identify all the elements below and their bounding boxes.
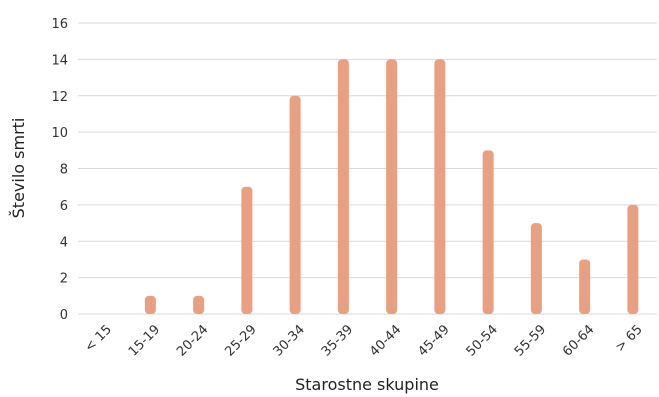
- y-tick-label: 16: [51, 17, 68, 32]
- bar: [337, 59, 349, 314]
- bars: [144, 59, 639, 314]
- x-tick-label: 40-44: [367, 322, 404, 359]
- x-tick-label: 45-49: [415, 322, 452, 359]
- x-tick-label: 50-54: [464, 322, 501, 359]
- x-axis-ticks: < 15 15-19 20-24 25-29 30-34 35-39 40-44 45-49 5…: [82, 322, 646, 359]
- y-tick-label: 4: [60, 235, 68, 250]
- y-tick-label: 8: [60, 163, 68, 178]
- y-tick-label: 0: [60, 308, 68, 323]
- y-tick-label: 12: [51, 90, 68, 105]
- x-tick-label: 35-39: [319, 322, 356, 359]
- bar: [530, 223, 542, 314]
- bar: [386, 59, 398, 314]
- bar: [627, 204, 639, 314]
- x-tick-label: 25-29: [222, 322, 259, 359]
- x-tick-label: 15-19: [126, 322, 163, 359]
- bar: [193, 295, 205, 314]
- y-tick-label: 10: [51, 126, 68, 141]
- bar: [241, 186, 253, 314]
- bar: [434, 59, 446, 314]
- y-axis-title: Število smrti: [9, 118, 28, 219]
- bar: [144, 295, 156, 314]
- bar: [482, 150, 494, 314]
- x-tick-label: < 15: [82, 322, 115, 355]
- x-tick-label: > 65: [613, 322, 646, 355]
- bar: [289, 95, 301, 314]
- y-tick-label: 2: [60, 272, 68, 287]
- x-tick-label: 60-64: [560, 322, 597, 359]
- bar: [579, 259, 591, 314]
- y-axis-ticks: 0 2 4 6 8 10 12 14 16: [51, 17, 68, 323]
- x-axis-title: Starostne skupine: [295, 375, 439, 394]
- x-tick-label: 30-34: [271, 322, 308, 359]
- x-tick-label: 55-59: [512, 322, 549, 359]
- y-tick-label: 6: [60, 199, 68, 214]
- y-tick-label: 14: [51, 53, 68, 68]
- x-tick-label: 20-24: [174, 322, 211, 359]
- gridlines: [78, 22, 657, 315]
